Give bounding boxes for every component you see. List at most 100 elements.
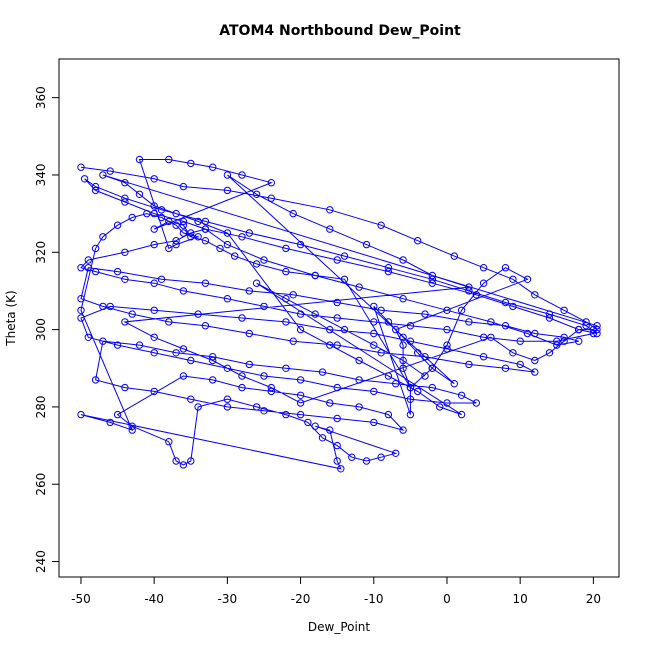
- data-point: [252, 403, 261, 411]
- data-point: [157, 275, 166, 283]
- data-point: [370, 341, 378, 349]
- data-point: [311, 271, 319, 280]
- data-point: [509, 275, 517, 283]
- y-tick-label: 260: [34, 473, 48, 496]
- data-point: [135, 341, 144, 349]
- data-point: [479, 279, 488, 287]
- data-point: [362, 457, 371, 465]
- data-point: [172, 209, 180, 218]
- data-point: [326, 399, 334, 407]
- data-point: [560, 306, 568, 314]
- data-point: [165, 438, 173, 446]
- data-point: [472, 399, 480, 407]
- data-point: [150, 202, 158, 210]
- y-axis-label: Theta (K): [4, 290, 18, 346]
- data-point: [296, 310, 305, 318]
- data-point: [77, 314, 85, 322]
- data-point: [282, 244, 290, 253]
- data-point: [106, 302, 114, 311]
- data-point: [436, 403, 444, 411]
- data-point: [392, 325, 400, 334]
- data-point: [99, 233, 107, 241]
- data-point: [501, 264, 510, 272]
- data-point: [289, 209, 297, 218]
- data-point: [179, 182, 188, 191]
- data-point: [77, 410, 85, 419]
- data-point: [245, 287, 254, 295]
- data-point: [326, 206, 334, 214]
- x-tick-label: -40: [144, 592, 164, 606]
- data-point: [406, 395, 415, 403]
- data-point: [531, 356, 539, 365]
- data-point: [355, 403, 363, 411]
- data-point: [157, 213, 166, 222]
- data-point: [121, 275, 129, 283]
- data-point: [179, 345, 188, 353]
- data-point: [531, 368, 539, 376]
- data-point: [370, 318, 378, 326]
- data-point: [252, 190, 261, 199]
- data-point: [201, 322, 210, 330]
- data-point: [406, 383, 415, 392]
- data-point: [384, 410, 393, 419]
- data-point: [267, 194, 275, 202]
- y-tick-label: 360: [34, 86, 48, 109]
- data-point: [545, 310, 554, 318]
- data-point: [135, 155, 144, 164]
- data-point: [150, 225, 158, 233]
- data-point: [582, 322, 590, 330]
- data-point: [340, 325, 349, 334]
- data-point: [150, 306, 158, 314]
- data-point: [421, 372, 429, 380]
- data-point: [501, 298, 510, 307]
- data-point: [326, 426, 334, 434]
- data-point: [370, 329, 378, 338]
- data-point: [121, 383, 129, 392]
- data-point: [414, 237, 422, 245]
- data-point: [150, 387, 158, 396]
- data-point: [311, 422, 319, 430]
- data-point: [326, 341, 334, 349]
- data-point: [194, 233, 202, 241]
- data-point: [77, 306, 85, 314]
- data-point: [238, 233, 246, 241]
- data-point: [238, 372, 246, 380]
- data-point: [143, 209, 151, 218]
- data-point: [516, 337, 524, 345]
- data-point: [340, 252, 349, 260]
- data-point: [245, 229, 254, 237]
- y-tick-label: 300: [34, 318, 48, 341]
- x-tick-label: -20: [291, 592, 311, 606]
- data-point: [252, 260, 261, 268]
- data-point: [121, 179, 129, 187]
- data-point: [501, 364, 510, 372]
- data-point: [209, 376, 217, 384]
- data-point: [593, 322, 601, 330]
- data-point: [223, 186, 232, 195]
- data-point: [99, 171, 107, 179]
- x-tick-label: 10: [513, 592, 528, 606]
- x-axis-label: Dew_Point: [308, 620, 371, 634]
- data-point: [289, 337, 297, 345]
- data-point: [523, 275, 532, 283]
- data-point: [135, 190, 144, 199]
- data-point: [326, 225, 334, 233]
- data-point: [91, 186, 100, 195]
- data-point: [457, 410, 466, 419]
- data-point: [179, 229, 188, 237]
- data-point: [223, 171, 232, 179]
- data-point: [223, 229, 232, 237]
- x-tick-label: -30: [218, 592, 238, 606]
- data-point: [172, 221, 180, 229]
- data-point: [337, 465, 345, 473]
- data-point: [238, 314, 246, 322]
- data-point: [187, 233, 195, 241]
- data-point: [296, 399, 305, 407]
- y-tick-label: 320: [34, 241, 48, 264]
- data-point: [201, 279, 210, 287]
- data-point: [179, 217, 188, 226]
- data-point: [428, 364, 436, 372]
- data-point: [443, 325, 451, 334]
- data-point: [238, 383, 246, 392]
- data-point: [589, 329, 598, 338]
